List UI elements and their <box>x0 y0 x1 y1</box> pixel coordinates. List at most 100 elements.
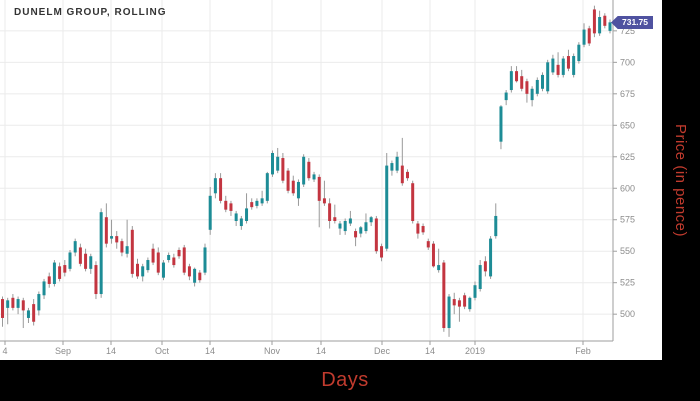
candle-up[interactable] <box>343 220 347 232</box>
candle-down[interactable] <box>442 262 446 329</box>
candle-up[interactable] <box>473 285 477 298</box>
candle-up[interactable] <box>302 156 306 185</box>
candle-up[interactable] <box>582 29 586 45</box>
candle-up[interactable] <box>494 215 498 237</box>
candle-down[interactable] <box>603 15 607 26</box>
candle-down[interactable] <box>63 265 67 273</box>
candle-down[interactable] <box>250 202 254 208</box>
candle-up[interactable] <box>369 217 373 223</box>
candle-down[interactable] <box>354 231 358 238</box>
candle-down[interactable] <box>172 257 176 266</box>
candle-up[interactable] <box>577 44 581 62</box>
candle-up[interactable] <box>110 236 114 239</box>
candle-up[interactable] <box>73 241 77 253</box>
candle-up[interactable] <box>89 256 93 269</box>
candle-down[interactable] <box>587 28 591 44</box>
candle-down[interactable] <box>84 253 88 269</box>
candle-up[interactable] <box>447 296 451 329</box>
candle-up[interactable] <box>572 56 576 75</box>
candle-up[interactable] <box>37 294 41 311</box>
candle-up[interactable] <box>203 247 207 273</box>
candle-up[interactable] <box>26 310 30 318</box>
candle-down[interactable] <box>457 300 461 307</box>
candle-up[interactable] <box>6 300 10 308</box>
candle-up[interactable] <box>260 198 264 204</box>
candle-up[interactable] <box>551 58 555 73</box>
candle-down[interactable] <box>219 178 223 201</box>
candle-up[interactable] <box>385 165 389 249</box>
candle-up[interactable] <box>276 156 280 171</box>
candle-down[interactable] <box>11 297 15 308</box>
candle-down[interactable] <box>421 226 425 233</box>
candle-up[interactable] <box>478 265 482 289</box>
candle-up[interactable] <box>52 262 56 284</box>
candle-up[interactable] <box>213 178 217 194</box>
candle-down[interactable] <box>224 200 228 210</box>
candle-up[interactable] <box>208 195 212 230</box>
candle-up[interactable] <box>234 213 238 221</box>
candle-up[interactable] <box>146 260 150 271</box>
candle-up[interactable] <box>141 266 145 277</box>
candle-up[interactable] <box>167 254 171 261</box>
candle-down[interactable] <box>426 241 430 248</box>
candle-down[interactable] <box>416 223 420 234</box>
candle-up[interactable] <box>509 71 513 91</box>
candle-up[interactable] <box>265 173 269 201</box>
candle-down[interactable] <box>380 246 384 258</box>
candle-down[interactable] <box>291 180 295 194</box>
candle-up[interactable] <box>125 246 129 254</box>
candle-up[interactable] <box>390 163 394 171</box>
candle-down[interactable] <box>400 165 404 184</box>
candle-down[interactable] <box>556 64 560 75</box>
candle-down[interactable] <box>463 295 467 307</box>
candle-up[interactable] <box>296 181 300 199</box>
candle-down[interactable] <box>431 243 435 267</box>
candle-down[interactable] <box>115 236 119 243</box>
candle-down[interactable] <box>525 81 529 94</box>
candle-down[interactable] <box>21 300 25 311</box>
candle-up[interactable] <box>42 281 46 296</box>
candle-down[interactable] <box>47 276 51 284</box>
candle-down[interactable] <box>187 266 191 277</box>
candle-down[interactable] <box>182 247 186 273</box>
candle-down[interactable] <box>328 203 332 221</box>
candle-down[interactable] <box>411 183 415 221</box>
candle-up[interactable] <box>598 16 602 34</box>
candle-up[interactable] <box>255 200 259 206</box>
candle-down[interactable] <box>483 261 487 272</box>
candle-up[interactable] <box>312 174 316 180</box>
candle-up[interactable] <box>193 268 197 283</box>
candle-up[interactable] <box>489 238 493 277</box>
candle-down[interactable] <box>156 252 160 273</box>
candle-down[interactable] <box>452 299 456 306</box>
candle-down[interactable] <box>32 304 36 322</box>
candle-up[interactable] <box>271 152 274 175</box>
candle-down[interactable] <box>94 265 98 295</box>
candle-down[interactable] <box>286 170 290 191</box>
candle-down[interactable] <box>1 299 4 318</box>
candle-down[interactable] <box>177 249 181 257</box>
candle-up[interactable] <box>546 62 550 92</box>
candle-up[interactable] <box>499 106 503 142</box>
candle-down[interactable] <box>592 9 596 34</box>
candle-down[interactable] <box>307 161 311 179</box>
candle-down[interactable] <box>151 248 155 263</box>
candle-up[interactable] <box>99 212 103 295</box>
candle-down[interactable] <box>281 158 285 181</box>
candle-up[interactable] <box>359 227 363 234</box>
candle-down[interactable] <box>198 272 202 281</box>
candle-down[interactable] <box>406 171 409 179</box>
candlestick-plot[interactable]: 4 Sep 14 Oct 14 Nov 14 Dec 14 2019 Feb 725 700 675 650… <box>0 0 662 360</box>
candle-down[interactable] <box>515 71 519 82</box>
candle-up[interactable] <box>338 223 342 229</box>
candle-up[interactable] <box>437 265 441 271</box>
candle-up[interactable] <box>364 222 368 232</box>
candle-up[interactable] <box>245 208 249 221</box>
candle-down[interactable] <box>520 76 524 89</box>
candle-down[interactable] <box>566 56 570 69</box>
candle-up[interactable] <box>541 74 544 89</box>
candle-up[interactable] <box>535 79 539 94</box>
candle-up[interactable] <box>608 22 612 31</box>
candle-down[interactable] <box>374 218 378 252</box>
candle-up[interactable] <box>561 58 565 75</box>
